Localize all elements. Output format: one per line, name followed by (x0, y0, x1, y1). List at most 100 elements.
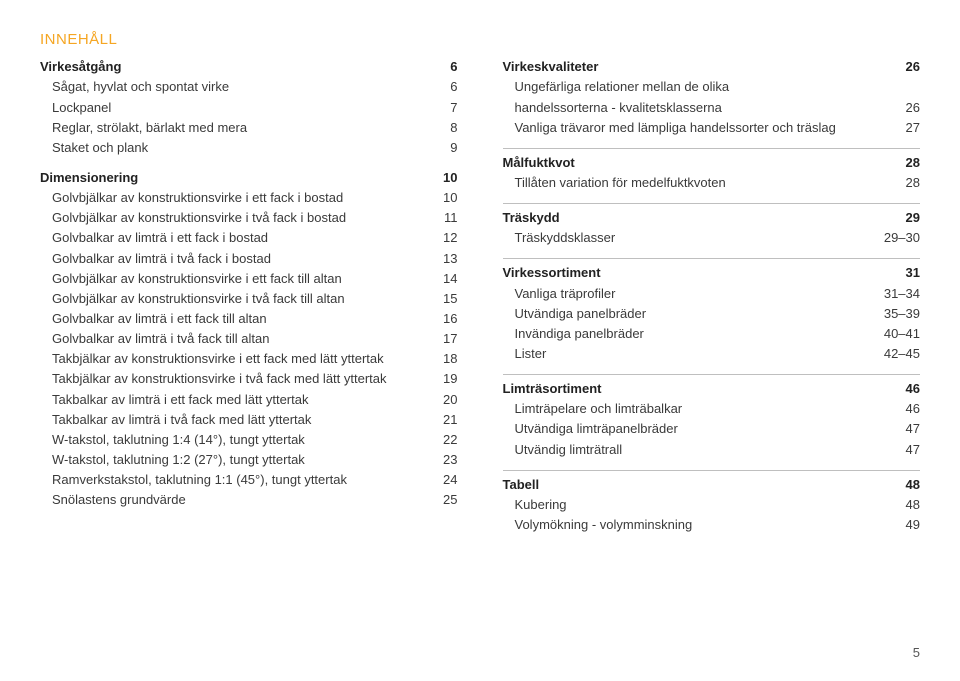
toc-row: Ungefärliga relationer mellan de olika (503, 77, 921, 97)
toc-label: Invändiga panelbräder (503, 324, 884, 344)
toc-page: 35–39 (884, 304, 920, 324)
toc-page: 48 (906, 495, 920, 515)
toc-label: Utvändiga limträpanelbräder (503, 419, 906, 439)
toc-row: Sågat, hyvlat och spontat virke6 (40, 77, 458, 97)
toc-row: Virkesåtgång6 (40, 57, 458, 77)
toc-page: 48 (906, 475, 920, 495)
toc-row: W-takstol, taklutning 1:2 (27°), tungt y… (40, 450, 458, 470)
toc-row: Staket och plank9 (40, 138, 458, 158)
section-divider (503, 374, 921, 375)
section-divider (503, 258, 921, 259)
toc-row: Målfuktkvot28 (503, 153, 921, 173)
toc-row: Lockpanel7 (40, 98, 458, 118)
toc-label: Ramverkstakstol, taklutning 1:1 (45°), t… (40, 470, 443, 490)
toc-right-column: Virkeskvaliteter26Ungefärliga relationer… (503, 57, 921, 545)
toc-row: Golvbalkar av limträ i två fack i bostad… (40, 249, 458, 269)
toc-columns: Virkesåtgång6Sågat, hyvlat och spontat v… (40, 57, 920, 545)
toc-row: Takbalkar av limträ i två fack med lätt … (40, 410, 458, 430)
toc-page: 29 (906, 208, 920, 228)
toc-label: Golvbalkar av limträ i två fack i bostad (40, 249, 443, 269)
toc-label: W-takstol, taklutning 1:4 (14°), tungt y… (40, 430, 443, 450)
toc-page: 10 (443, 188, 457, 208)
toc-row: Takbalkar av limträ i ett fack med lätt … (40, 390, 458, 410)
toc-label: Staket och plank (40, 138, 450, 158)
toc-label: Takbjälkar av konstruktionsvirke i ett f… (40, 349, 443, 369)
toc-label: Lister (503, 344, 884, 364)
toc-label: Takbalkar av limträ i ett fack med lätt … (40, 390, 443, 410)
toc-row: Golvbalkar av limträ i två fack till alt… (40, 329, 458, 349)
toc-page: 31–34 (884, 284, 920, 304)
page-heading: INNEHÅLL (40, 28, 920, 51)
toc-section: Virkeskvaliteter26Ungefärliga relationer… (503, 57, 921, 138)
toc-section: Tabell48Kubering48Volymökning - volymmin… (503, 475, 921, 535)
toc-page: 31 (906, 263, 920, 283)
toc-label: Vanliga trävaror med lämpliga handelssor… (503, 118, 906, 138)
toc-page: 6 (450, 57, 457, 77)
toc-section: Träskydd29Träskyddsklasser29–30 (503, 208, 921, 248)
toc-label: Utvändiga panelbräder (503, 304, 884, 324)
page-number: 5 (913, 643, 920, 663)
toc-row: Träskyddsklasser29–30 (503, 228, 921, 248)
toc-row: Volymökning - volymminskning49 (503, 515, 921, 535)
section-divider (503, 203, 921, 204)
toc-page: 16 (443, 309, 457, 329)
toc-page: 47 (906, 419, 920, 439)
toc-page: 26 (906, 57, 920, 77)
toc-label: Träskydd (503, 208, 906, 228)
toc-label: Virkessortiment (503, 263, 906, 283)
toc-row: handelssorterna - kvalitetsklasserna26 (503, 98, 921, 118)
toc-row: Reglar, strölakt, bärlakt med mera8 (40, 118, 458, 138)
toc-label: Golvbjälkar av konstruktionsvirke i ett … (40, 269, 443, 289)
toc-section: Virkesåtgång6Sågat, hyvlat och spontat v… (40, 57, 458, 158)
toc-label: Takbjälkar av konstruktionsvirke i två f… (40, 369, 443, 389)
toc-row: Snölastens grundvärde25 (40, 490, 458, 510)
toc-label: Golvbjälkar av konstruktionsvirke i ett … (40, 188, 443, 208)
toc-row: Golvbalkar av limträ i ett fack till alt… (40, 309, 458, 329)
toc-left-column: Virkesåtgång6Sågat, hyvlat och spontat v… (40, 57, 458, 545)
toc-page: 46 (906, 399, 920, 419)
toc-page: 22 (443, 430, 457, 450)
toc-page: 17 (443, 329, 457, 349)
toc-row: Virkessortiment31 (503, 263, 921, 283)
toc-row: Dimensionering10 (40, 168, 458, 188)
toc-row: Lister42–45 (503, 344, 921, 364)
toc-row: Golvbjälkar av konstruktionsvirke i två … (40, 289, 458, 309)
toc-row: Golvbjälkar av konstruktionsvirke i två … (40, 208, 458, 228)
toc-label: Volymökning - volymminskning (503, 515, 906, 535)
toc-label: Utvändig limträtrall (503, 440, 906, 460)
toc-row: Kubering48 (503, 495, 921, 515)
toc-page: 6 (450, 77, 457, 97)
toc-row: Takbjälkar av konstruktionsvirke i två f… (40, 369, 458, 389)
toc-row: Limträpelare och limträbalkar46 (503, 399, 921, 419)
toc-page: 12 (443, 228, 457, 248)
toc-page: 8 (450, 118, 457, 138)
toc-page: 15 (443, 289, 457, 309)
toc-row: Ramverkstakstol, taklutning 1:1 (45°), t… (40, 470, 458, 490)
toc-row: Träskydd29 (503, 208, 921, 228)
toc-label: Golvbjälkar av konstruktionsvirke i två … (40, 289, 443, 309)
toc-row: Tillåten variation för medelfuktkvoten28 (503, 173, 921, 193)
section-divider (503, 470, 921, 471)
toc-label: Dimensionering (40, 168, 443, 188)
toc-row: Utvändig limträtrall47 (503, 440, 921, 460)
toc-label: Tabell (503, 475, 906, 495)
toc-label: Tillåten variation för medelfuktkvoten (503, 173, 906, 193)
toc-label: handelssorterna - kvalitetsklasserna (503, 98, 906, 118)
toc-row: Vanliga träprofiler31–34 (503, 284, 921, 304)
toc-row: Golvbjälkar av konstruktionsvirke i ett … (40, 269, 458, 289)
toc-row: Golvbalkar av limträ i ett fack i bostad… (40, 228, 458, 248)
toc-label: Kubering (503, 495, 906, 515)
toc-row: Takbjälkar av konstruktionsvirke i ett f… (40, 349, 458, 369)
toc-row: Vanliga trävaror med lämpliga handelssor… (503, 118, 921, 138)
toc-label: Virkesåtgång (40, 57, 450, 77)
toc-label: Virkeskvaliteter (503, 57, 906, 77)
toc-label: Träskyddsklasser (503, 228, 884, 248)
toc-page: 18 (443, 349, 457, 369)
toc-page: 7 (450, 98, 457, 118)
toc-section: Dimensionering10Golvbjälkar av konstrukt… (40, 168, 458, 510)
toc-page: 28 (906, 173, 920, 193)
toc-label: Golvbalkar av limträ i två fack till alt… (40, 329, 443, 349)
toc-section: Målfuktkvot28Tillåten variation för mede… (503, 153, 921, 193)
toc-page: 25 (443, 490, 457, 510)
toc-row: Golvbjälkar av konstruktionsvirke i ett … (40, 188, 458, 208)
